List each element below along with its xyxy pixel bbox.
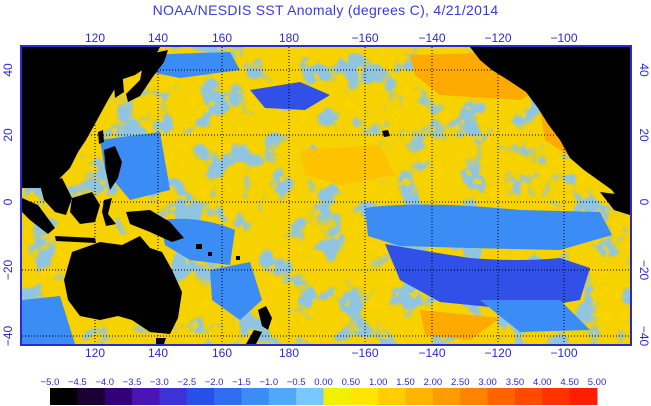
lon-tick-label: −100: [550, 31, 577, 45]
land-taiwan: [98, 130, 104, 144]
land-philippines: [104, 146, 122, 190]
colorbar-label: −2.0: [205, 377, 224, 388]
colorbar-labels: −5.0 −4.5 −4.0 −3.5 −3.0 −2.5 −2.0 −1.5 −1.0 −0.5…: [41, 377, 607, 388]
colorbar-swatch: [405, 388, 434, 405]
land-masses: [22, 47, 630, 344]
colorbar-label: −4.5: [68, 377, 87, 388]
cool-anomaly-regions: [22, 52, 612, 344]
lon-tick-label: −160: [351, 346, 378, 360]
land-sumatra: [22, 198, 55, 234]
lon-tick-label: 120: [85, 346, 105, 360]
lon-tick-label: 120: [85, 31, 105, 45]
colorbar-label: 2.50: [451, 377, 470, 388]
colorbar-swatch: [104, 388, 133, 405]
land-pacific-islands: [196, 244, 240, 260]
colorbar-label: 4.50: [560, 377, 579, 388]
colorbar-swatch: [50, 388, 78, 405]
land-tasmania: [156, 338, 166, 344]
colorbar-swatch: [159, 388, 188, 405]
colorbar-label: 4.00: [533, 377, 552, 388]
colorbar-label: 2.00: [424, 377, 443, 388]
land-asia: [22, 47, 160, 188]
colorbar: [50, 388, 598, 405]
colorbar-swatch: [296, 388, 324, 405]
colorbar-swatch: [460, 388, 489, 405]
top-lon-labels: 120 140 160 180 −160 −140 −120 −100: [85, 31, 578, 45]
land-central-america: [600, 192, 630, 215]
colorbar-label: 1.50: [396, 377, 415, 388]
land-korea: [113, 70, 124, 98]
lon-tick-label: 160: [212, 31, 232, 45]
lat-tick-label: 0: [1, 198, 15, 205]
lon-tick-label: −140: [418, 31, 445, 45]
colorbar-label: 3.00: [478, 377, 497, 388]
lon-tick-label: −160: [351, 31, 378, 45]
colorbar-label: −1.5: [232, 377, 251, 388]
colorbar-swatch: [268, 388, 297, 405]
lon-tick-label: −120: [484, 31, 511, 45]
lon-tick-label: −100: [550, 346, 577, 360]
map-title: NOAA/NESDIS SST Anomaly (degrees C), 4/2…: [152, 2, 499, 18]
lon-tick-label: 140: [148, 31, 168, 45]
colorbar-swatch: [323, 388, 352, 405]
right-lat-labels: 40 20 0 −20 −40: [637, 63, 651, 346]
lat-tick-label: −40: [637, 326, 651, 347]
land-new-guinea: [126, 210, 184, 242]
land-new-zealand: [246, 306, 272, 344]
lon-tick-label: 180: [279, 31, 299, 45]
graticule: [22, 47, 630, 344]
colorbar-swatch: [77, 388, 106, 405]
lon-tick-label: −120: [484, 346, 511, 360]
land-java: [55, 236, 96, 243]
lat-tick-label: −20: [1, 259, 15, 280]
colorbar-label: −2.5: [177, 377, 196, 388]
lat-tick-label: 40: [1, 63, 15, 77]
colorbar-swatch: [350, 388, 379, 405]
colorbar-label: −0.5: [287, 377, 306, 388]
land-australia: [64, 236, 182, 334]
lat-tick-label: 40: [637, 63, 651, 77]
lat-tick-label: 0: [637, 199, 651, 206]
lat-tick-label: −20: [637, 260, 651, 281]
colorbar-label: 0.50: [342, 377, 361, 388]
land-indochina: [40, 178, 72, 215]
colorbar-label: −5.0: [41, 377, 60, 388]
land-north-america: [470, 47, 630, 210]
colorbar-label: 3.50: [506, 377, 525, 388]
colorbar-swatch: [378, 388, 407, 405]
lat-tick-label: 20: [1, 128, 15, 142]
colorbar-label: 1.00: [369, 377, 388, 388]
lon-tick-label: 160: [212, 346, 232, 360]
colorbar-swatch: [514, 388, 543, 405]
colorbar-label: 5.00: [588, 377, 607, 388]
colorbar-swatch: [569, 388, 598, 405]
colorbar-swatch: [214, 388, 242, 405]
bottom-lon-labels: 120 140 160 180 −160 −140 −120 −100: [85, 346, 578, 360]
colorbar-swatch: [186, 388, 215, 405]
colorbar-swatch: [542, 388, 571, 405]
lon-tick-label: −140: [418, 346, 445, 360]
lon-tick-label: 180: [279, 346, 299, 360]
colorbar-swatch: [241, 388, 270, 405]
lat-tick-label: −40: [1, 325, 15, 346]
left-lat-labels: 40 20 0 −20 −40: [1, 63, 15, 346]
colorbar-label: 0.00: [314, 377, 333, 388]
lat-tick-label: 20: [637, 128, 651, 142]
land-sulawesi: [102, 198, 116, 226]
colorbar-label: −1.0: [259, 377, 278, 388]
colorbar-label: −4.0: [95, 377, 114, 388]
colorbar-label: −3.5: [123, 377, 142, 388]
colorbar-swatch: [487, 388, 516, 405]
colorbar-label: −3.0: [150, 377, 169, 388]
lon-tick-label: 140: [148, 346, 168, 360]
colorbar-swatch: [432, 388, 461, 405]
colorbar-swatch: [132, 388, 160, 405]
land-borneo: [70, 192, 100, 224]
map-area: [22, 47, 630, 344]
